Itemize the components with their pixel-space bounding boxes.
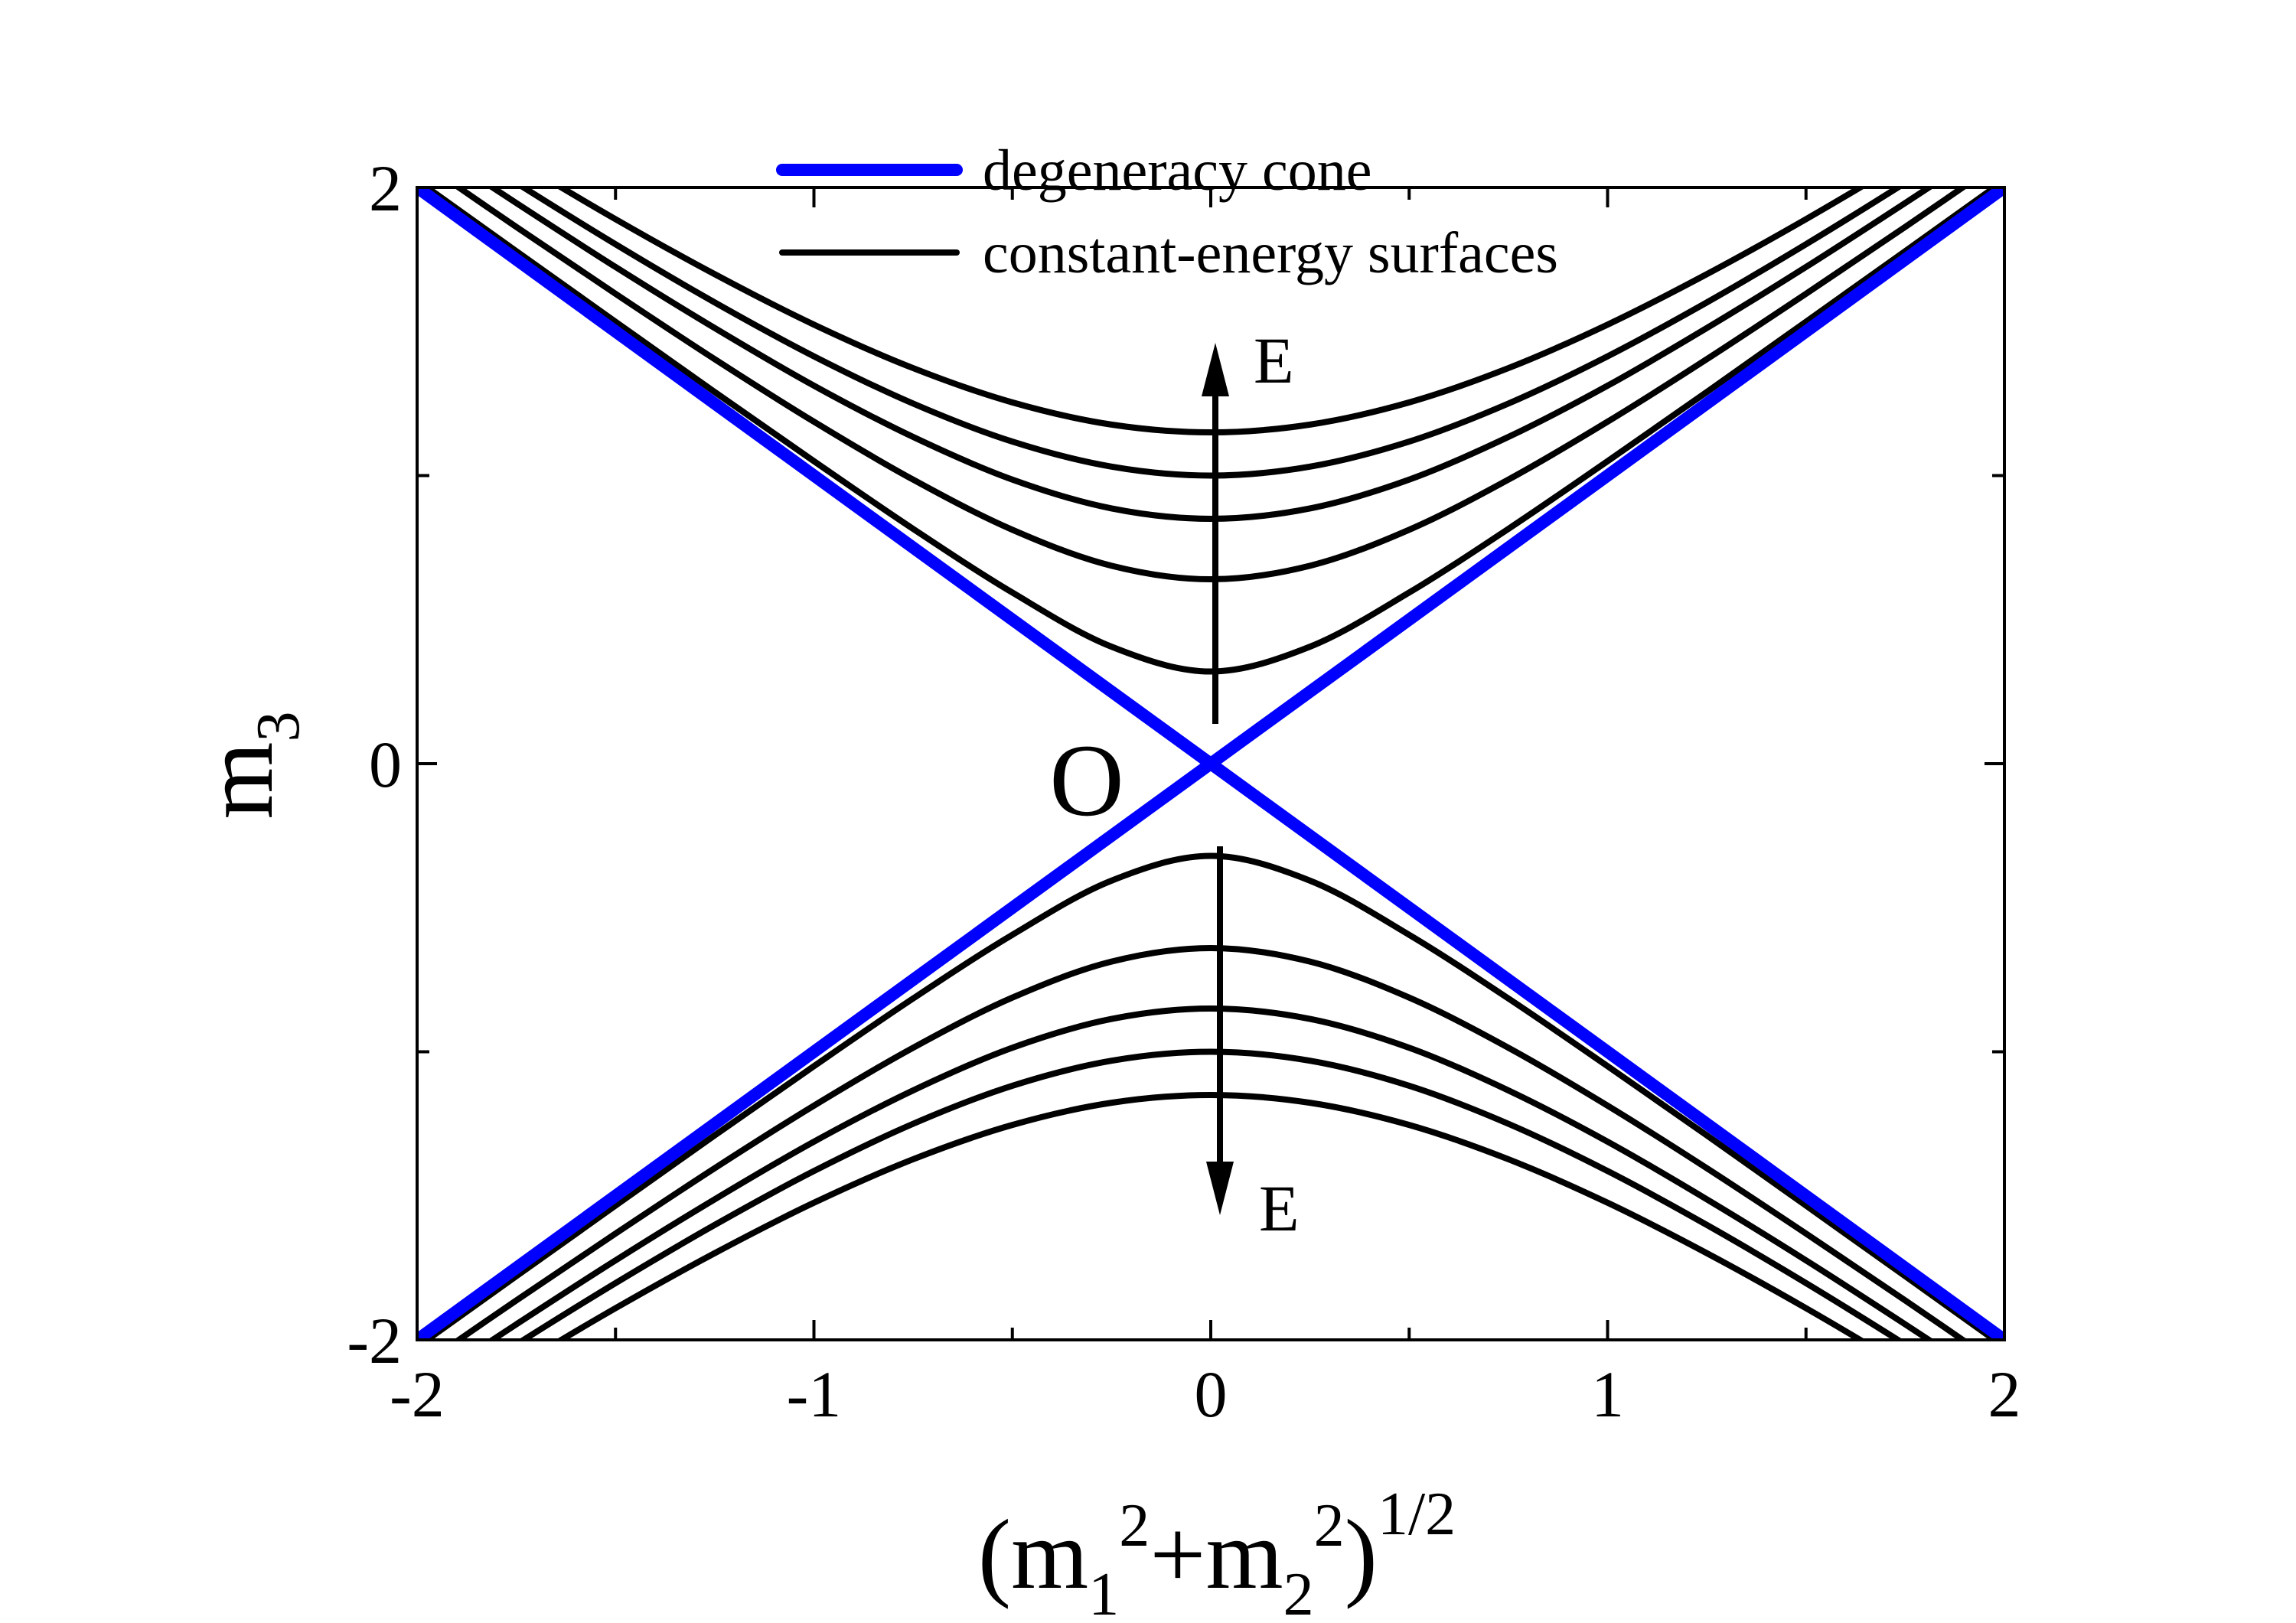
legend-label: degeneracy cone bbox=[983, 139, 1371, 203]
arrow-head bbox=[1206, 1162, 1234, 1215]
curve bbox=[555, 1091, 1867, 1340]
curve bbox=[517, 1048, 1904, 1340]
curve bbox=[453, 944, 1968, 1340]
energy-label: E bbox=[1254, 324, 1294, 397]
y-axis-label: m3 bbox=[184, 711, 312, 819]
plot-area bbox=[417, 187, 2004, 1340]
curve bbox=[417, 187, 2004, 1340]
x-tick-label: -2 bbox=[390, 1357, 445, 1431]
curve bbox=[422, 852, 2000, 1340]
y-tick-label: 0 bbox=[369, 728, 402, 801]
curve bbox=[487, 187, 1935, 522]
curve bbox=[487, 1005, 1935, 1340]
curve bbox=[453, 187, 1968, 583]
curve bbox=[422, 187, 2000, 675]
x-axis-label: (m12+m22)1/2 bbox=[978, 1481, 1456, 1623]
curve bbox=[555, 187, 1867, 436]
energy-label: E bbox=[1259, 1172, 1300, 1245]
y-tick-label: 2 bbox=[369, 152, 402, 225]
x-tick-label: 1 bbox=[1591, 1357, 1624, 1431]
x-tick-label: -1 bbox=[787, 1357, 842, 1431]
arrow-head bbox=[1202, 343, 1229, 396]
origin-label: O bbox=[1049, 724, 1124, 838]
x-tick-label: 0 bbox=[1195, 1357, 1228, 1431]
x-tick-label: 2 bbox=[1988, 1357, 2021, 1431]
y-tick-label: -2 bbox=[347, 1304, 402, 1377]
legend-label: constant-energy surfaces bbox=[983, 221, 1558, 285]
curve bbox=[517, 187, 1904, 479]
